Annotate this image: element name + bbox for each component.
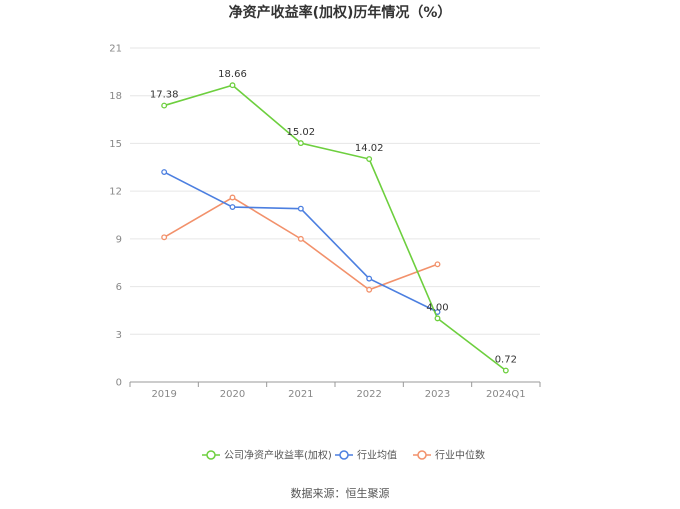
y-tick-label: 12 xyxy=(109,187,122,198)
legend-marker xyxy=(206,450,216,460)
data-label: 17.38 xyxy=(150,90,179,101)
data-point xyxy=(366,156,373,162)
data-point xyxy=(229,194,236,201)
data-label: 0.72 xyxy=(495,355,517,366)
legend-item-0[interactable]: 公司净资产收益率(加权) xyxy=(202,449,332,462)
x-tick-label: 2021 xyxy=(288,389,313,400)
y-tick-label: 3 xyxy=(116,330,122,341)
series-line-1 xyxy=(163,171,438,313)
source-text: 数据来源：恒生聚源 xyxy=(291,486,390,500)
data-point xyxy=(366,286,373,293)
data-point xyxy=(229,82,236,89)
data-label: 18.66 xyxy=(218,69,247,80)
data-point xyxy=(161,102,168,109)
data-point xyxy=(297,140,304,147)
legend-marker xyxy=(339,450,349,460)
y-tick-label: 21 xyxy=(109,44,122,55)
data-point xyxy=(297,205,304,212)
data-point xyxy=(434,261,441,268)
data-point xyxy=(161,169,168,176)
legend-marker xyxy=(417,450,427,460)
data-labels: 17.38 18.66 15.02 14.02 4.00 0.72 xyxy=(150,69,517,365)
y-tick-label: 18 xyxy=(109,91,122,102)
legend-label: 公司净资产收益率(加权) xyxy=(224,449,332,462)
legend-item-2[interactable]: 行业中位数 xyxy=(413,449,485,462)
axes: 0 3 6 9 12 15 18 21 2019 2020 2021 2022 2023 2024Q1 xyxy=(109,44,541,400)
data-point xyxy=(502,367,509,374)
legend-label: 行业中位数 xyxy=(435,449,485,462)
y-tick-label: 9 xyxy=(116,234,122,245)
chart-title: 净资产收益率(加权)历年情况（%） xyxy=(229,4,452,21)
series-line-0 xyxy=(163,84,507,372)
series-lines xyxy=(161,82,509,374)
data-point xyxy=(297,235,304,242)
x-tick-label: 2024Q1 xyxy=(486,389,526,400)
x-tick-label: 2023 xyxy=(425,389,450,400)
x-tick-label: 2019 xyxy=(151,389,176,400)
data-point xyxy=(366,275,373,282)
x-tick-label: 2022 xyxy=(356,389,381,400)
legend-label: 行业均值 xyxy=(357,449,397,462)
data-point xyxy=(229,204,236,210)
legend-item-1[interactable]: 行业均值 xyxy=(335,449,397,462)
data-label: 4.00 xyxy=(426,302,448,313)
gridlines xyxy=(130,47,540,335)
data-point xyxy=(434,315,441,322)
y-tick-label: 0 xyxy=(116,378,122,389)
y-tick-label: 6 xyxy=(116,282,122,293)
data-point xyxy=(161,234,168,241)
data-label: 15.02 xyxy=(287,127,316,138)
legend: 公司净资产收益率(加权) 行业均值 行业中位数 xyxy=(202,449,485,462)
data-label: 14.02 xyxy=(355,143,384,154)
x-tick-label: 2020 xyxy=(220,389,245,400)
y-tick-label: 15 xyxy=(109,139,122,150)
